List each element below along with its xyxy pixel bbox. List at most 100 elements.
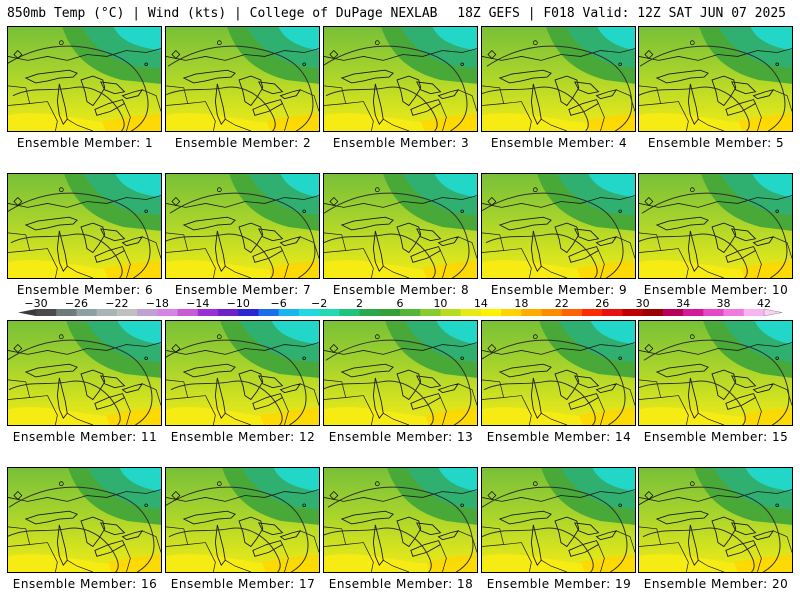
colorbar-swatch	[400, 309, 421, 316]
colorbar-tick-label: 38	[717, 298, 731, 310]
colorbar-swatch	[703, 309, 724, 316]
colorbar-tick-label: 18	[514, 298, 528, 310]
ensemble-member-map	[481, 26, 636, 132]
ensemble-member-label: Ensemble Member: 18	[328, 577, 474, 591]
colorbar-swatch	[298, 309, 320, 316]
ensemble-member-label: Ensemble Member: 13	[328, 430, 474, 444]
colorbar-tick-label: −6	[271, 298, 287, 310]
colorbar-tick-label: 10	[433, 298, 447, 310]
colorbar-min-arrow	[18, 309, 36, 316]
ensemble-member-map	[165, 320, 320, 426]
colorbar-swatch	[218, 309, 239, 316]
ensemble-member-map	[323, 467, 478, 573]
colorbar-tick-label: 26	[595, 298, 609, 310]
ensemble-member-label: Ensemble Member: 8	[332, 283, 470, 297]
ensemble-member-map	[323, 173, 478, 279]
ensemble-member-label: Ensemble Member: 20	[643, 577, 789, 591]
ensemble-member-map	[165, 26, 320, 132]
colorbar-tick-label: 42	[757, 298, 771, 310]
colorbar-swatch	[238, 309, 259, 316]
ensemble-member-map	[165, 467, 320, 573]
colorbar-swatch	[177, 309, 199, 316]
colorbar-swatch	[743, 309, 765, 316]
colorbar-swatch	[157, 309, 178, 316]
ensemble-member-label: Ensemble Member: 5	[647, 136, 785, 150]
ensemble-member-map	[638, 26, 793, 132]
colorbar-swatch	[76, 309, 98, 316]
colorbar-swatch	[36, 309, 57, 316]
ensemble-member-label: Ensemble Member: 7	[174, 283, 312, 297]
ensemble-member-map	[638, 467, 793, 573]
temperature-colorbar: −30 −26 −22 −18 −14 −10 −6 −2 2 6 10 14 18 22 26 30 34 38…	[18, 298, 783, 317]
colorbar-swatch	[379, 309, 401, 316]
colorbar-swatch	[582, 309, 603, 316]
colorbar-swatch	[683, 309, 704, 316]
colorbar-tick-label: 2	[356, 298, 363, 310]
ensemble-member-map	[165, 173, 320, 279]
colorbar-swatch	[460, 309, 482, 316]
colorbar-tick-label: −14	[186, 298, 209, 310]
ensemble-member-map	[7, 26, 162, 132]
colorbar-tick-label: −26	[65, 298, 88, 310]
ensemble-member-label: Ensemble Member: 4	[490, 136, 628, 150]
ensemble-member-label: Ensemble Member: 10	[643, 283, 789, 297]
ensemble-member-label: Ensemble Member: 16	[12, 577, 158, 591]
colorbar-tick-label: −22	[105, 298, 128, 310]
ensemble-member-label: Ensemble Member: 9	[490, 283, 628, 297]
colorbar-swatch	[541, 309, 563, 316]
ensemble-member-label: Ensemble Member: 3	[332, 136, 470, 150]
colorbar-tick-label: 22	[555, 298, 569, 310]
colorbar-swatch	[319, 309, 340, 316]
ensemble-member-label: Ensemble Member: 14	[486, 430, 632, 444]
colorbar-swatch	[662, 309, 684, 316]
colorbar-tick-label: −30	[24, 298, 47, 310]
ensemble-member-label: Ensemble Member: 1	[16, 136, 154, 150]
colorbar-max-arrow	[763, 308, 783, 317]
ensemble-member-label: Ensemble Member: 15	[643, 430, 789, 444]
colorbar-swatch	[521, 309, 542, 316]
ensemble-member-map	[638, 320, 793, 426]
ensemble-member-map	[481, 320, 636, 426]
colorbar-swatch	[56, 309, 77, 316]
colorbar-swatch	[622, 309, 644, 316]
ensemble-member-map	[7, 320, 162, 426]
ensemble-member-map	[7, 173, 162, 279]
colorbar-tick-label: −18	[146, 298, 169, 310]
colorbar-swatch	[561, 309, 583, 316]
colorbar-swatch	[420, 309, 441, 316]
ensemble-member-label: Ensemble Member: 12	[170, 430, 316, 444]
ensemble-member-map	[481, 467, 636, 573]
colorbar-swatch	[278, 309, 300, 316]
colorbar-tick-label: 34	[676, 298, 690, 310]
colorbar-swatch	[116, 309, 138, 316]
colorbar-swatch	[137, 309, 158, 316]
ensemble-member-label: Ensemble Member: 11	[12, 430, 158, 444]
ensemble-member-map	[638, 173, 793, 279]
colorbar-swatch	[197, 309, 219, 316]
colorbar-swatch	[258, 309, 280, 316]
ensemble-member-label: Ensemble Member: 2	[174, 136, 312, 150]
colorbar-tick-label: 6	[397, 298, 404, 310]
ensemble-member-map	[7, 467, 162, 573]
chart-title: 850mb Temp (°C) | Wind (kts) | College o…	[7, 6, 438, 21]
colorbar-swatch	[440, 309, 462, 316]
colorbar-swatch	[723, 309, 745, 316]
ensemble-member-label: Ensemble Member: 17	[170, 577, 316, 591]
ensemble-member-label: Ensemble Member: 6	[16, 283, 154, 297]
colorbar-tick-label: −2	[311, 298, 327, 310]
colorbar-swatch	[501, 309, 522, 316]
colorbar-swatch	[480, 309, 502, 316]
colorbar-swatch	[359, 309, 381, 316]
colorbar-swatch	[602, 309, 623, 316]
ensemble-member-map	[323, 320, 478, 426]
colorbar-tick-label: 30	[636, 298, 650, 310]
colorbar-swatch	[339, 309, 360, 316]
ensemble-member-label: Ensemble Member: 19	[486, 577, 632, 591]
ensemble-member-map	[323, 26, 478, 132]
ensemble-member-map	[481, 173, 636, 279]
colorbar-swatch	[96, 309, 118, 316]
colorbar-swatch	[642, 309, 664, 316]
colorbar-tick-label: 14	[474, 298, 488, 310]
model-run-info: 18Z GEFS | F018 Valid: 12Z SAT JUN 07 20…	[457, 6, 786, 21]
colorbar-tick-label: −10	[227, 298, 250, 310]
